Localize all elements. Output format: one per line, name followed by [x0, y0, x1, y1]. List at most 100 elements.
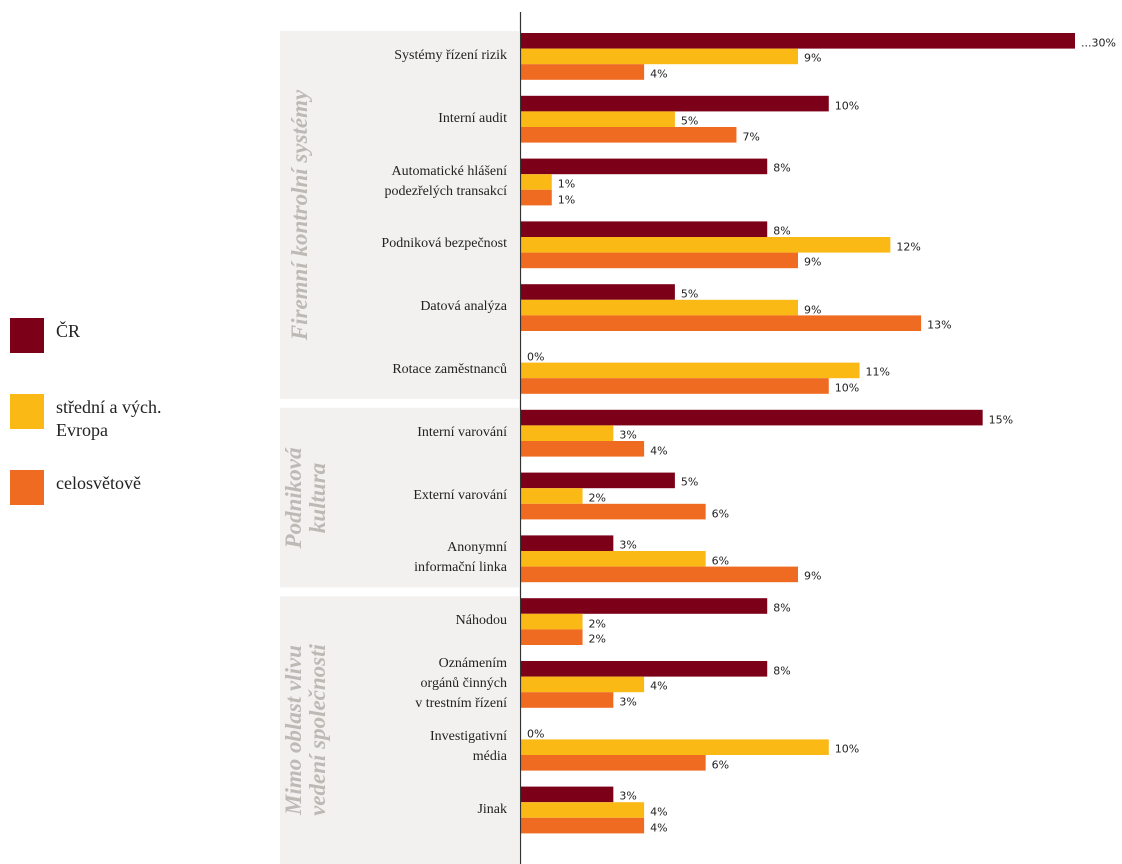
category-label: Investigativní média: [430, 728, 507, 764]
value-label: 8%: [773, 664, 791, 678]
value-label: 9%: [804, 569, 822, 583]
bar: [521, 425, 614, 441]
bar: [521, 613, 583, 630]
value-label: 3%: [619, 789, 637, 803]
category-label: Systémy řízení rizik: [394, 48, 507, 63]
category-label: Interní varování: [417, 424, 507, 440]
value-label: 0%: [527, 727, 545, 741]
bar: [521, 692, 614, 708]
section-background: [280, 31, 519, 399]
category-label: Interní audit: [438, 110, 507, 126]
value-label: 4%: [650, 67, 668, 81]
bar: [521, 48, 798, 65]
bar: [521, 174, 552, 190]
value-label: 10%: [834, 99, 860, 113]
value-label: 4%: [650, 821, 668, 835]
bar: [521, 127, 737, 143]
category-label: Automatické hlášení podezřelých transakc…: [384, 163, 507, 199]
bar: [521, 441, 645, 457]
bar: [521, 786, 614, 803]
value-label: 15%: [988, 413, 1014, 427]
category-label: Anonymní informační linka: [414, 540, 507, 576]
bar: [521, 237, 891, 253]
value-label: 5%: [680, 475, 699, 489]
bar: [521, 598, 768, 614]
value-label: 4%: [650, 805, 668, 819]
category-label: Rotace zaměstnanců: [392, 362, 507, 377]
value-label: 2%: [588, 617, 606, 631]
bar: [521, 315, 922, 331]
category-label: Náhodou: [455, 613, 507, 629]
value-label: 5%: [680, 287, 699, 301]
value-label: 7%: [742, 130, 760, 144]
legend-swatch: [10, 318, 44, 353]
bar: [521, 409, 983, 426]
value-label: 8%: [773, 161, 791, 175]
value-label: 2%: [588, 632, 606, 646]
legend-label: celosvětově: [56, 473, 141, 493]
value-label: 6%: [711, 507, 730, 521]
value-label: 1%: [557, 193, 576, 207]
bar: [521, 629, 583, 645]
legend-swatch: [10, 394, 44, 429]
bar: [521, 189, 552, 206]
value-label: 2%: [588, 491, 606, 505]
bar: [521, 284, 675, 300]
legend-label: ČR: [56, 321, 81, 341]
category-label: Datová analýza: [420, 299, 507, 315]
value-label: 0%: [527, 350, 545, 364]
value-label: 4%: [650, 679, 668, 693]
bar: [521, 739, 829, 755]
bar: [521, 661, 768, 677]
value-label: 5%: [680, 114, 699, 128]
bar: [521, 158, 768, 175]
value-label: 3%: [619, 428, 637, 442]
bar: [521, 64, 645, 80]
bar: [521, 299, 798, 316]
bar: [521, 802, 645, 818]
bar: [521, 221, 768, 237]
value-label: 12%: [896, 240, 921, 254]
bar: [521, 817, 645, 834]
value-label: 13%: [927, 318, 952, 332]
section-label: Podniková kultura: [281, 447, 330, 549]
bar: [521, 566, 798, 583]
value-label: 11%: [865, 365, 890, 379]
value-label: 10%: [834, 381, 860, 395]
value-label: 8%: [773, 224, 791, 238]
section-background: [280, 596, 519, 864]
category-label: Oznámením orgánů činných v trestním říze…: [415, 656, 507, 711]
bar: [521, 378, 829, 394]
section-label: Firemní kontrolní systémy: [287, 89, 312, 341]
bar: [521, 676, 645, 693]
value-label: 4%: [650, 444, 668, 458]
value-label: 1%: [557, 177, 576, 191]
bar: [521, 111, 675, 127]
legend-label: střední a vých. Evropa: [56, 397, 162, 440]
bar: [521, 252, 798, 269]
value-label: 8%: [773, 601, 791, 615]
bar: [521, 551, 706, 567]
bar: [521, 535, 614, 551]
section-label: Mimo oblast vlivu vedení společnosti: [281, 644, 330, 817]
category-label: Externí varování: [413, 487, 507, 503]
category-label: Jinak: [477, 801, 507, 817]
value-label: 9%: [804, 51, 822, 65]
legend-swatch: [10, 470, 44, 505]
bar: [521, 33, 1075, 49]
value-label: ...30%: [1081, 36, 1116, 50]
bar: [521, 95, 829, 112]
value-label: 9%: [804, 303, 822, 317]
bar: [521, 472, 675, 489]
value-label: 6%: [711, 758, 730, 772]
value-label: 3%: [619, 538, 637, 552]
value-label: 3%: [619, 695, 637, 709]
bar: [521, 362, 860, 379]
section-background: [280, 407, 519, 588]
value-label: 10%: [834, 742, 860, 756]
bar: [521, 503, 706, 520]
category-label: Podniková bezpečnost: [381, 236, 507, 252]
bar: [521, 755, 706, 771]
bar: [521, 488, 583, 504]
